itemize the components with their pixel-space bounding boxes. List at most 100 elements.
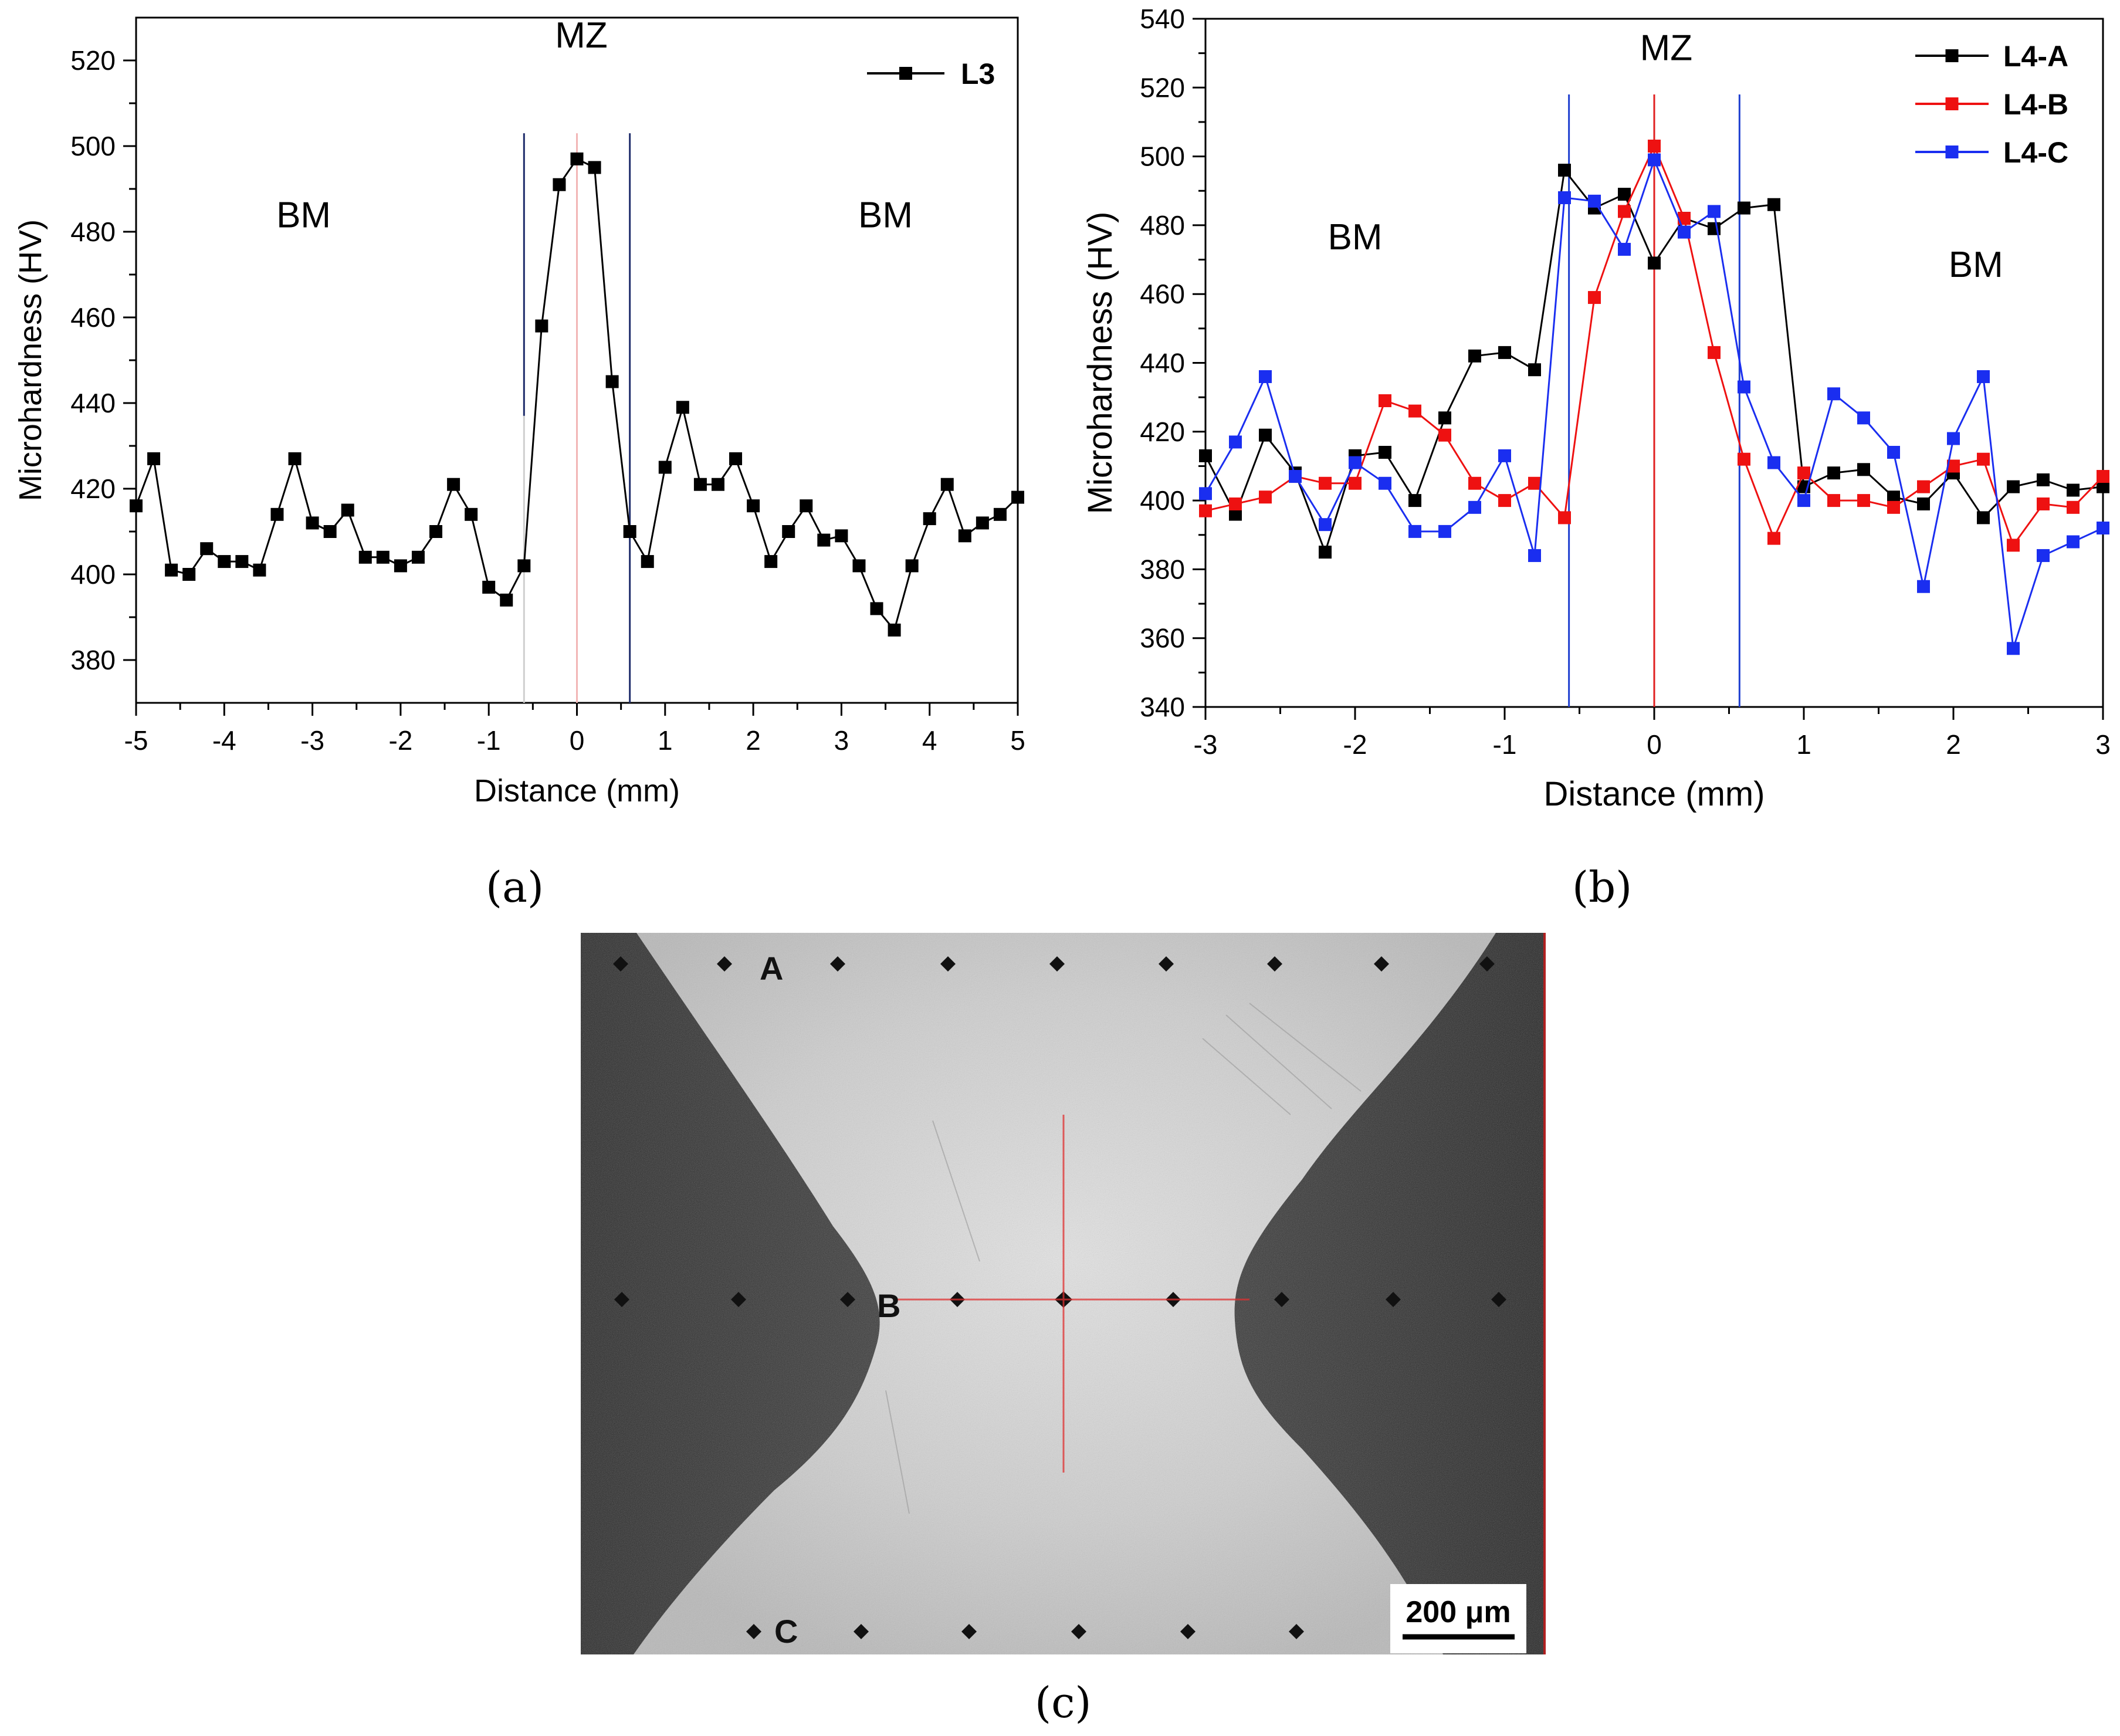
scale-bar-box: [1390, 1584, 1526, 1653]
data-point-L4-A: [1528, 363, 1541, 377]
data-point-L4-B: [1797, 466, 1810, 480]
zone-annotation: MZ: [1640, 28, 1693, 68]
data-point-L3: [182, 568, 196, 581]
data-point-L3: [782, 525, 795, 538]
indents-row-c: [746, 1624, 1304, 1639]
data-point-L4-A: [2007, 480, 2020, 493]
data-point-L4-A: [1887, 490, 1900, 504]
data-point-L4-B: [1678, 212, 1691, 225]
x-tick-label: 0: [570, 725, 585, 756]
data-point-L3: [341, 503, 354, 517]
indent: [1274, 1292, 1289, 1307]
y-tick-label: 480: [70, 216, 116, 247]
x-tick-label: 2: [1946, 729, 1961, 760]
data-point-L4-A: [1648, 256, 1661, 270]
y-tick-label: 480: [1140, 210, 1185, 241]
y-tick-label: 400: [70, 559, 116, 590]
data-point-L4-C: [1947, 432, 1960, 445]
data-point-L4-C: [1738, 380, 1750, 394]
indent: [1049, 956, 1065, 972]
data-point-L4-B: [2007, 539, 2020, 552]
indent: [840, 1292, 855, 1307]
micrograph: A B C 200 μm: [581, 933, 1546, 1654]
x-tick-label: -2: [388, 725, 412, 756]
data-point-L4-A: [1558, 164, 1571, 177]
data-point-L3: [394, 559, 407, 573]
indent: [940, 956, 956, 972]
data-point-L4-B: [2037, 497, 2050, 510]
data-point-L3: [447, 478, 460, 491]
y-tick-label: 460: [70, 302, 116, 333]
data-point-L4-C: [1588, 194, 1601, 208]
data-point-L3: [588, 161, 601, 174]
indent: [717, 956, 732, 972]
legend-marker: [899, 67, 912, 80]
data-point-L4-C: [1319, 518, 1332, 532]
zone-annotation: BM: [858, 195, 913, 236]
x-tick-label: 1: [658, 725, 673, 756]
data-point-L4-B: [1229, 497, 1242, 510]
row-label-a: A: [760, 950, 783, 987]
x-tick-label: -3: [1194, 729, 1218, 760]
indent: [1479, 956, 1495, 972]
data-point-L3: [147, 452, 161, 465]
indent: [1159, 956, 1174, 972]
y-tick-label: 460: [1140, 279, 1185, 309]
panel-label-a: (a): [486, 862, 544, 912]
data-point-L3: [711, 478, 724, 491]
chart-b: -3 -2 -1 0 1 2 3 340 360 380 400 420 440 460 480 500 520…: [1081, 4, 2111, 813]
data-point-L4-C: [1977, 370, 1990, 383]
data-point-L3: [641, 555, 654, 568]
data-point-L4-B: [1977, 452, 1990, 466]
data-point-L4-A: [1827, 466, 1840, 480]
data-point-L3: [235, 555, 249, 568]
data-point-L4-C: [1289, 470, 1302, 483]
data-point-L4-A: [1319, 546, 1332, 559]
y-tick-label: 340: [1140, 692, 1185, 722]
data-point-L3: [976, 516, 989, 530]
x-tick-label: 3: [834, 725, 849, 756]
y-tick-label: 360: [1140, 623, 1185, 654]
data-point-L3: [165, 563, 178, 577]
zone-annotation: BM: [1949, 245, 2003, 285]
data-point-L3: [658, 461, 672, 474]
data-point-L4-B: [1857, 494, 1870, 507]
data-point-L4-B: [1199, 504, 1212, 517]
zone-annotation: MZ: [555, 15, 608, 56]
data-point-L4-B: [2067, 500, 2080, 514]
data-point-L4-A: [2097, 480, 2109, 493]
data-point-L4-B: [1259, 490, 1272, 504]
data-point-L4-A: [1767, 198, 1780, 211]
x-tick-label: -3: [300, 725, 324, 756]
x-tick-label: 4: [922, 725, 937, 756]
data-point-L4-A: [1379, 445, 1391, 459]
indent: [854, 1624, 869, 1639]
y-axis-label: Microhardness (HV): [13, 219, 48, 501]
data-point-L3: [570, 152, 584, 165]
data-point-L4-C: [1708, 205, 1721, 218]
data-point-L4-C: [1887, 445, 1900, 459]
data-point-L4-A: [1259, 428, 1272, 442]
panel-label-c: (c): [1035, 1678, 1092, 1727]
data-point-L3: [676, 401, 689, 414]
data-point-L3: [130, 499, 143, 513]
indent: [1374, 956, 1389, 972]
data-point-L4-A: [1857, 463, 1870, 476]
data-point-L4-C: [1618, 242, 1631, 256]
indent: [1491, 1292, 1506, 1307]
data-point-L4-B: [1827, 494, 1840, 507]
y-tick-label: 520: [1140, 72, 1185, 103]
data-point-L4-B: [1379, 394, 1391, 408]
data-point-L3: [905, 559, 919, 573]
indent: [1180, 1624, 1196, 1639]
y-tick-label: 440: [1140, 348, 1185, 378]
y-tick-label: 500: [70, 131, 116, 161]
legend-marker: [1945, 145, 1959, 158]
data-point-L3: [270, 507, 284, 521]
indent: [613, 956, 628, 972]
data-point-L3: [693, 478, 707, 491]
data-point-L4-B: [1349, 476, 1362, 490]
data-point-L4-B: [1618, 205, 1631, 218]
indent: [1386, 1292, 1401, 1307]
data-point-L4-A: [1199, 449, 1212, 462]
